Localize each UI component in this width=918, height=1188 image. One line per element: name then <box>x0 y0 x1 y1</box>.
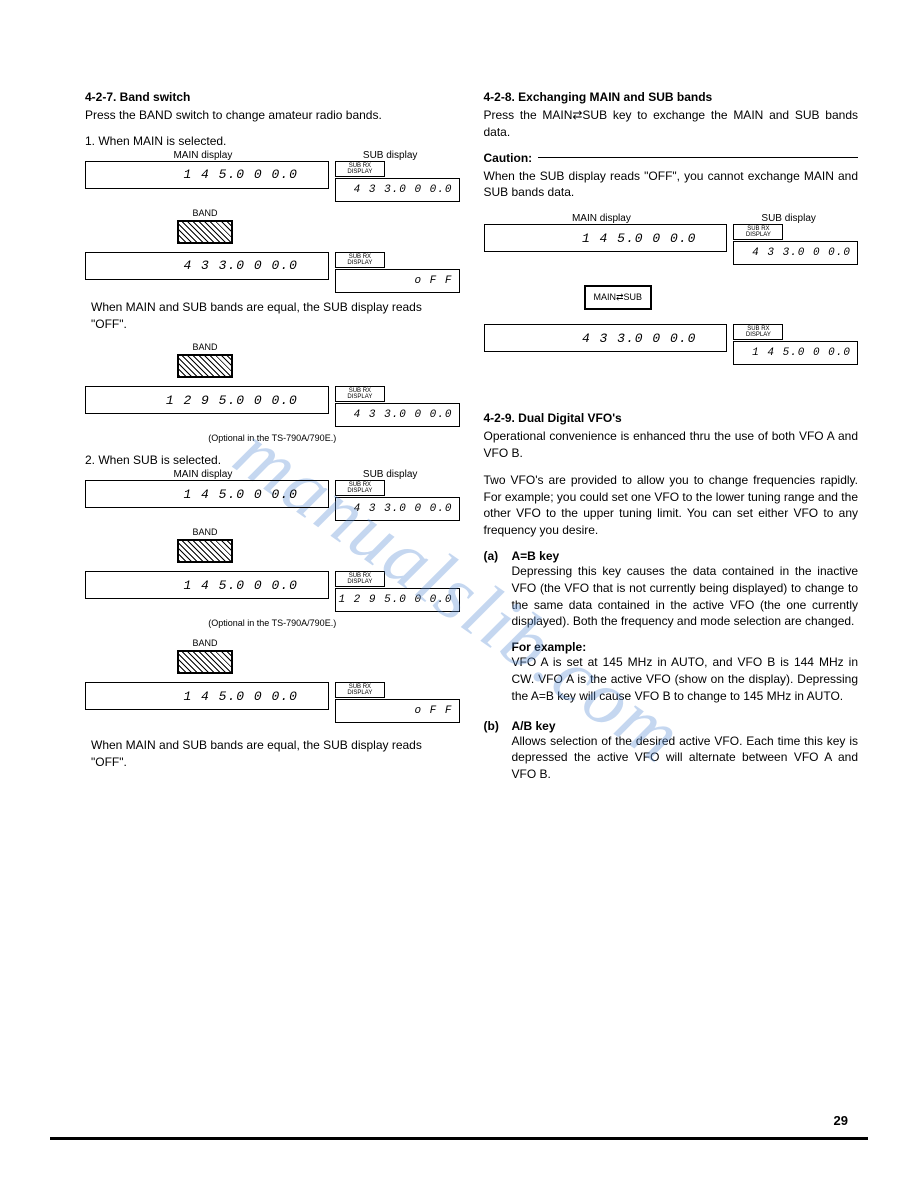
caution-row: Caution: <box>484 151 859 165</box>
section-4-2-7-heading: 4-2-7. Band switch <box>85 90 460 104</box>
sub-display: 4 3 3.0 0 0.0 <box>335 497 460 521</box>
band-label: BAND <box>165 208 245 218</box>
s429-p2: Two VFO's are provided to allow you to c… <box>484 472 859 539</box>
a-key-text: Depressing this key causes the data cont… <box>512 563 859 630</box>
sub-display-wrap: SUB RX DISPLAY 1 2 9 5.0 0 0.0 <box>335 571 460 612</box>
case2-row1: 1 4 5.0 0 0.0 SUB RX DISPLAY 4 3 3.0 0 0… <box>85 480 460 521</box>
case2-title: 2. When SUB is selected. <box>85 453 460 467</box>
sub-display: 1 4 5.0 0 0.0 <box>733 341 858 365</box>
b-key-text: Allows selection of the desired active V… <box>512 733 859 783</box>
band-label: BAND <box>165 638 245 648</box>
a-tag: (a) <box>484 549 506 715</box>
a-key-item: (a) A=B key Depressing this key causes t… <box>484 549 859 715</box>
main-display: 1 4 5.0 0 0.0 <box>85 480 329 508</box>
sub-display-label: SUB display <box>321 150 460 161</box>
optional-note: (Optional in the TS-790A/790E.) <box>85 618 460 628</box>
sub-display-wrap: SUB RX DISPLAY 4 3 3.0 0 0.0 <box>335 161 460 202</box>
section-4-2-8-text: Press the MAIN⇄SUB key to exchange the M… <box>484 107 859 141</box>
band-button-group: BAND <box>165 638 245 674</box>
band-button-icon <box>177 539 233 563</box>
s429-p1: Operational convenience is enhanced thru… <box>484 428 859 462</box>
sub-display-wrap: SUB RX DISPLAY 4 3 3.0 0 0.0 <box>335 480 460 521</box>
a-key-title: A=B key <box>512 549 859 563</box>
sub-display: o F F <box>335 699 460 723</box>
sub-display-label: SUB display <box>321 469 460 480</box>
caution-line-icon <box>538 157 858 158</box>
main-display: 1 4 5.0 0 0.0 <box>85 161 329 189</box>
band-button-group: BAND <box>165 208 245 244</box>
case1-row1: 1 4 5.0 0 0.0 SUB RX DISPLAY 4 3 3.0 0 0… <box>85 161 460 202</box>
case1-note: When MAIN and SUB bands are equal, the S… <box>85 299 460 333</box>
sub-display: o F F <box>335 269 460 293</box>
sub-display: 1 2 9 5.0 0 0.0 <box>335 588 460 612</box>
band-label: BAND <box>165 342 245 352</box>
sub-display-wrap: SUB RX DISPLAY 1 4 5.0 0 0.0 <box>733 324 858 365</box>
sub-rx-badge: SUB RX DISPLAY <box>335 252 385 268</box>
case2-row2: 1 4 5.0 0 0.0 SUB RX DISPLAY 1 2 9 5.0 0… <box>85 571 460 612</box>
page-number: 29 <box>834 1113 848 1128</box>
section-4-2-9-heading: 4-2-9. Dual Digital VFO's <box>484 411 859 425</box>
main-display-label: MAIN display <box>85 150 321 161</box>
page-content: 4-2-7. Band switch Press the BAND switch… <box>85 90 858 793</box>
sub-display-wrap: SUB RX DISPLAY o F F <box>335 252 460 293</box>
b-key-item: (b) A/B key Allows selection of the desi… <box>484 719 859 793</box>
case1-labels: MAIN display SUB display <box>85 150 460 161</box>
section-4-2-7-text: Press the BAND switch to change amateur … <box>85 107 460 124</box>
a-example-text: VFO A is set at 145 MHz in AUTO, and VFO… <box>512 654 859 704</box>
optional-note: (Optional in the TS-790A/790E.) <box>85 433 460 443</box>
case1-title: 1. When MAIN is selected. <box>85 134 460 148</box>
sub-display-wrap: SUB RX DISPLAY 4 3 3.0 0 0.0 <box>335 386 460 427</box>
sub-display: 4 3 3.0 0 0.0 <box>335 403 460 427</box>
case2-labels: MAIN display SUB display <box>85 469 460 480</box>
right-column: 4-2-8. Exchanging MAIN and SUB bands Pre… <box>484 90 859 793</box>
sub-rx-badge: SUB RX DISPLAY <box>335 571 385 587</box>
sub-rx-badge: SUB RX DISPLAY <box>733 224 783 240</box>
sub-display: 4 3 3.0 0 0.0 <box>335 178 460 202</box>
main-display: 4 3 3.0 0 0.0 <box>85 252 329 280</box>
sub-display-label: SUB display <box>719 213 858 224</box>
band-button-icon <box>177 650 233 674</box>
sub-rx-badge: SUB RX DISPLAY <box>335 682 385 698</box>
sub-display-wrap: SUB RX DISPLAY 4 3 3.0 0 0.0 <box>733 224 858 265</box>
sub-display: 4 3 3.0 0 0.0 <box>733 241 858 265</box>
case1-row3: 1 2 9 5.0 0 0.0 SUB RX DISPLAY 4 3 3.0 0… <box>85 386 460 427</box>
section-4-2-8-heading: 4-2-8. Exchanging MAIN and SUB bands <box>484 90 859 104</box>
s428-labels: MAIN display SUB display <box>484 213 859 224</box>
band-label: BAND <box>165 527 245 537</box>
b-tag: (b) <box>484 719 506 793</box>
a-example-label: For example: <box>512 640 859 654</box>
caution-label: Caution: <box>484 151 533 165</box>
s428-row1: 1 4 5.0 0 0.0 SUB RX DISPLAY 4 3 3.0 0 0… <box>484 224 859 265</box>
band-button-icon <box>177 354 233 378</box>
sub-rx-badge: SUB RX DISPLAY <box>335 480 385 496</box>
spacer <box>484 371 859 411</box>
caution-text: When the SUB display reads "OFF", you ca… <box>484 168 859 202</box>
s428-row2: 4 3 3.0 0 0.0 SUB RX DISPLAY 1 4 5.0 0 0… <box>484 324 859 365</box>
main-display: 1 4 5.0 0 0.0 <box>85 571 329 599</box>
main-display-label: MAIN display <box>85 469 321 480</box>
main-display: 1 2 9 5.0 0 0.0 <box>85 386 329 414</box>
case2-note: When MAIN and SUB bands are equal, the S… <box>85 737 460 771</box>
main-sub-button-icon: MAIN⇄SUB <box>584 285 653 310</box>
main-display: 1 4 5.0 0 0.0 <box>484 224 728 252</box>
band-button-icon <box>177 220 233 244</box>
sub-rx-badge: SUB RX DISPLAY <box>335 161 385 177</box>
case2-row3: 1 4 5.0 0 0.0 SUB RX DISPLAY o F F <box>85 682 460 723</box>
sub-rx-badge: SUB RX DISPLAY <box>335 386 385 402</box>
sub-display-wrap: SUB RX DISPLAY o F F <box>335 682 460 723</box>
left-column: 4-2-7. Band switch Press the BAND switch… <box>85 90 460 793</box>
band-button-group: BAND <box>165 527 245 563</box>
main-display-label: MAIN display <box>484 213 720 224</box>
case1-row2: 4 3 3.0 0 0.0 SUB RX DISPLAY o F F <box>85 252 460 293</box>
main-display: 1 4 5.0 0 0.0 <box>85 682 329 710</box>
bottom-rule-icon <box>50 1137 868 1140</box>
main-display: 4 3 3.0 0 0.0 <box>484 324 728 352</box>
sub-rx-badge: SUB RX DISPLAY <box>733 324 783 340</box>
band-button-group: BAND <box>165 342 245 378</box>
b-key-title: A/B key <box>512 719 859 733</box>
